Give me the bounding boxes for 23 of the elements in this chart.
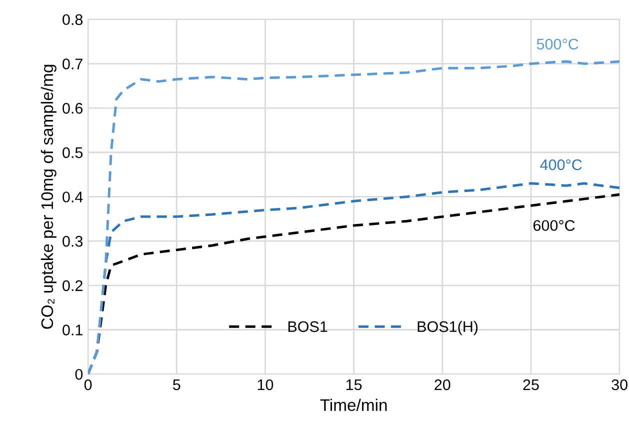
y-tick-label: 0.4: [62, 192, 83, 202]
annotation: 400°C: [540, 159, 582, 170]
y-tick-label: 0.3: [62, 236, 83, 247]
x-tick-label: 5: [173, 380, 180, 390]
x-tick-label: 0: [84, 379, 92, 390]
x-tick-label: 20: [434, 379, 450, 390]
y-tick-label: 0.7: [62, 58, 82, 70]
legend-label: BOS1: [288, 321, 328, 332]
x-tick-label: 25: [523, 379, 539, 390]
y-tick-label: 0.5: [62, 147, 83, 158]
x-tick-label: 15: [346, 380, 362, 390]
y-tick-label: 0.1: [62, 324, 82, 336]
y-tick-label: 0.6: [62, 102, 83, 114]
y-tick-label: 0.2: [62, 280, 82, 292]
y-axis-title: CO₂ uptake per 10mg of sample/mg: [40, 64, 56, 329]
annotation: 500°C: [536, 38, 578, 50]
legend-label: BOS1(H): [418, 320, 478, 336]
x-tick-label: 30: [612, 379, 628, 390]
annotation: 600°C: [533, 220, 575, 231]
x-tick-label: 10: [258, 379, 274, 390]
y-tick-label: 0.8: [62, 14, 83, 26]
x-axis-title: Time/min: [320, 398, 387, 411]
y-tick-label: 0: [75, 368, 83, 380]
